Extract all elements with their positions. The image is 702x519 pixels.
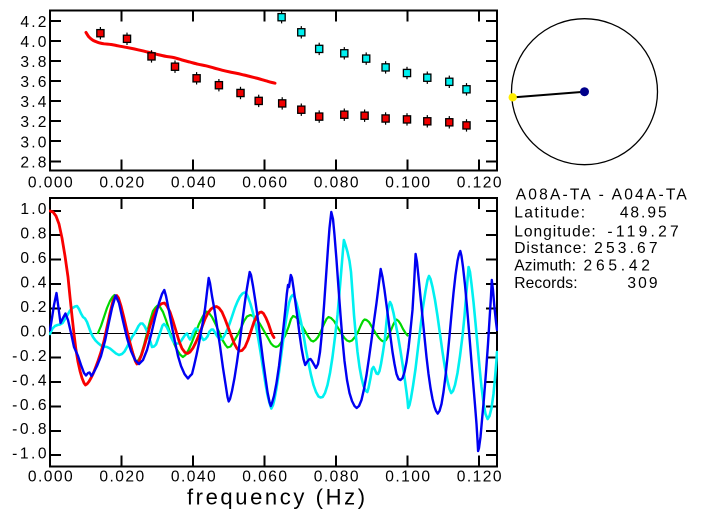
- svg-text:3.8: 3.8: [20, 54, 48, 71]
- svg-text:0.100: 0.100: [385, 468, 431, 485]
- svg-text:-119.27: -119.27: [607, 224, 682, 241]
- svg-text:-0.8: -0.8: [12, 421, 49, 438]
- svg-text:Latitude:: Latitude:: [514, 205, 586, 222]
- svg-text:0.000: 0.000: [28, 468, 74, 485]
- svg-text:0.060: 0.060: [242, 175, 288, 192]
- svg-text:-0.2: -0.2: [12, 348, 49, 365]
- svg-text:0.080: 0.080: [314, 175, 360, 192]
- svg-text:0.0: 0.0: [20, 323, 48, 340]
- svg-text:265.42: 265.42: [584, 257, 654, 274]
- svg-text:0.120: 0.120: [457, 468, 503, 485]
- svg-text:Azimuth:: Azimuth:: [514, 257, 576, 274]
- svg-text:0.080: 0.080: [314, 468, 360, 485]
- svg-text:0.020: 0.020: [99, 175, 145, 192]
- svg-text:253.67: 253.67: [594, 240, 661, 257]
- svg-text:frequency (Hz): frequency (Hz): [187, 484, 368, 509]
- svg-text:0.100: 0.100: [385, 175, 431, 192]
- svg-text:0.6: 0.6: [20, 250, 48, 267]
- svg-text:3.0: 3.0: [20, 134, 48, 151]
- svg-text:0.120: 0.120: [457, 175, 503, 192]
- svg-text:0.2: 0.2: [20, 299, 48, 316]
- svg-text:48.95: 48.95: [620, 205, 669, 222]
- svg-text:309: 309: [627, 275, 659, 292]
- svg-text:3.4: 3.4: [20, 94, 48, 111]
- svg-text:-0.6: -0.6: [12, 397, 49, 414]
- svg-text:-0.4: -0.4: [12, 372, 49, 389]
- svg-text:Distance:: Distance:: [514, 240, 587, 257]
- svg-text:A08A-TA - A04A-TA: A08A-TA - A04A-TA: [516, 186, 689, 203]
- svg-text:-1.0: -1.0: [12, 446, 49, 463]
- svg-text:3.2: 3.2: [20, 114, 48, 131]
- svg-text:0.040: 0.040: [171, 175, 217, 192]
- svg-text:0.040: 0.040: [171, 468, 217, 485]
- svg-text:0.000: 0.000: [28, 175, 74, 192]
- svg-text:0.020: 0.020: [99, 468, 145, 485]
- svg-text:0.8: 0.8: [20, 226, 48, 243]
- svg-text:4.2: 4.2: [20, 14, 48, 31]
- svg-text:3.6: 3.6: [20, 74, 48, 91]
- svg-text:0.4: 0.4: [20, 275, 48, 292]
- svg-text:2.8: 2.8: [20, 154, 48, 171]
- svg-text:1.0: 1.0: [20, 201, 48, 218]
- svg-text:Records:: Records:: [514, 275, 578, 292]
- svg-text:0.060: 0.060: [242, 468, 288, 485]
- svg-text:Longitude:: Longitude:: [514, 224, 596, 241]
- svg-text:4.0: 4.0: [20, 34, 48, 51]
